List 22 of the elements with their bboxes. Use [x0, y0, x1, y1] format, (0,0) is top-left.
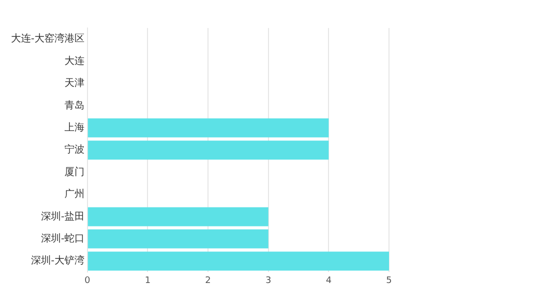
bar — [88, 229, 268, 248]
y-tick-label: 厦门 — [64, 166, 84, 178]
bar — [88, 118, 329, 138]
y-tick-label: 上海 — [64, 121, 84, 134]
y-tick-label: 宁波 — [64, 144, 84, 156]
bar — [88, 252, 389, 271]
x-tick-label: 1 — [144, 276, 151, 286]
x-tick-label: 2 — [205, 276, 211, 286]
x-tick-label: 0 — [84, 276, 91, 286]
y-tick-label: 天津 — [64, 77, 84, 90]
bar — [88, 140, 329, 160]
y-tick-label: 深圳-大铲湾 — [30, 254, 84, 267]
y-tick-label: 深圳-蛇口 — [40, 232, 84, 244]
x-tick-label: 5 — [386, 276, 392, 286]
y-tick-label: 大连-大窑湾港区 — [10, 32, 84, 45]
y-tick-label: 大连 — [64, 54, 84, 67]
x-tick-label: 4 — [326, 276, 332, 286]
bar — [88, 207, 268, 226]
y-tick-label: 深圳-盐田 — [40, 210, 84, 222]
y-tick-label: 青岛 — [64, 99, 84, 112]
x-tick-label: 3 — [265, 276, 272, 286]
y-tick-label: 广州 — [64, 188, 84, 200]
